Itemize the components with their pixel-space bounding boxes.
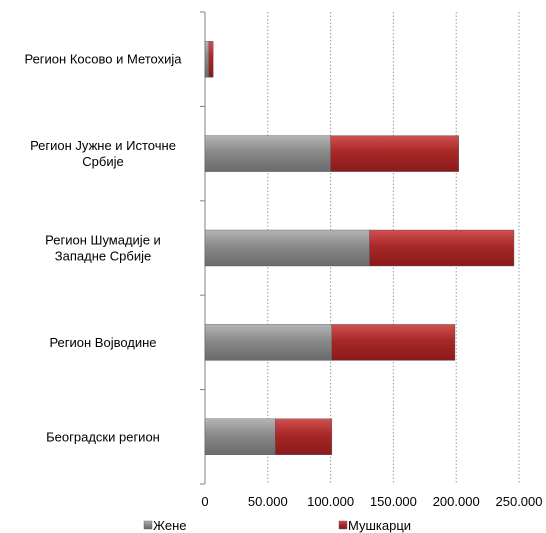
legend-label-0: Жене bbox=[153, 518, 186, 533]
category-label-2-0: Регион Шумадије и bbox=[45, 233, 161, 248]
bars bbox=[204, 41, 515, 455]
category-labels: Регион Косово и Метохија Регион Јужне и И… bbox=[24, 52, 182, 445]
x-tick-label-4: 200.000 bbox=[433, 494, 480, 509]
category-label-4-0: Београдски регион bbox=[46, 429, 160, 444]
legend-label-1: Мушкарци bbox=[348, 518, 411, 533]
axes bbox=[200, 11, 206, 485]
x-tick-label-1: 50.000 bbox=[248, 494, 288, 509]
category-label-0-0: Регион Косово и Метохија bbox=[24, 52, 182, 67]
x-tick-label-3: 150.000 bbox=[370, 494, 417, 509]
bar-Мушкарци-3 bbox=[331, 324, 456, 361]
category-label-1-0: Регион Јужне и Источне bbox=[30, 138, 176, 153]
bar-Жене-1 bbox=[204, 135, 331, 172]
bar-Жене-3 bbox=[204, 324, 333, 361]
x-tick-label-0: 0 bbox=[201, 494, 208, 509]
bar-Мушкарци-4 bbox=[275, 418, 333, 455]
category-label-2-1: Западне Србије bbox=[55, 249, 151, 264]
bar-Мушкарци-2 bbox=[369, 229, 515, 267]
legend-swatch-0 bbox=[143, 520, 153, 530]
x-tick-label-5: 250.000 bbox=[496, 494, 543, 509]
bar-Мушкарци-0 bbox=[208, 41, 214, 78]
bar-Жене-0 bbox=[204, 41, 209, 78]
category-label-3-0: Регион Војводине bbox=[49, 335, 156, 350]
legend-swatch-1 bbox=[338, 520, 348, 530]
category-label-1-1: Србије bbox=[82, 154, 123, 169]
x-tick-label-2: 100.000 bbox=[307, 494, 354, 509]
legend: Жене Мушкарци bbox=[143, 518, 411, 533]
bar-Мушкарци-1 bbox=[330, 135, 459, 172]
x-tick-labels: 0 50.000 100.000 150.000 200.000 250.000 bbox=[201, 494, 542, 509]
bar-Жене-4 bbox=[204, 418, 276, 455]
bar-Жене-2 bbox=[204, 229, 370, 267]
